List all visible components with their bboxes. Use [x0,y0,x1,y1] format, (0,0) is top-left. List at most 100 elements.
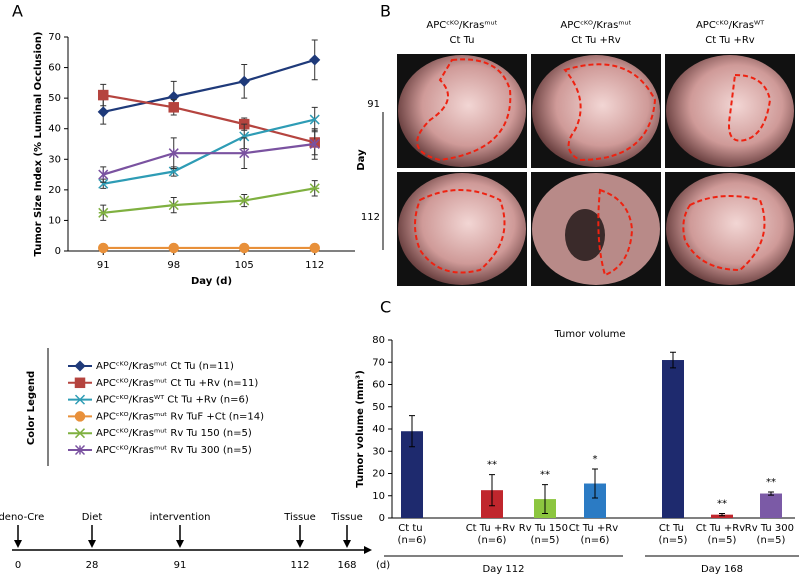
column-header: Ct Tu +Rv [705,35,755,46]
y-tick-label: 70 [48,32,61,43]
event-arrowhead [176,540,184,548]
event-day: 0 [15,560,21,571]
panel-label: B [380,2,391,21]
series-line [103,118,315,185]
row-label: 112 [361,212,380,223]
x-tick-label-line: (n=6) [478,535,507,546]
y-tick-label: 40 [372,424,385,435]
error-bar [489,474,495,507]
y-tick-label: 70 [372,357,385,368]
legend-label: APCᶜᴷᴼ/Krasᵂᵀ Ct Tu +Rv (n=6) [96,395,249,406]
image [398,55,526,167]
x-tick-label: Ct tu (n=6) [398,523,427,546]
image [398,173,526,285]
panel-label: A [12,2,23,21]
y-tick-label: 40 [48,124,61,135]
significance: ** [487,460,497,471]
group-label: Day 112 [482,564,524,575]
event-day: 168 [337,560,356,571]
legend-marker [74,444,86,456]
series-line [103,94,315,144]
bar [760,493,782,518]
legend-marker [74,377,86,389]
marker [239,195,250,206]
bar [584,483,606,518]
y-axis-label: Tumor Size Index (% Luminal Occlusion) [33,32,44,257]
x-tick-label: Rv Tu 300 (n=5) [745,523,797,546]
marker [309,242,320,254]
y-tick-label: 30 [372,446,385,457]
image [532,55,660,167]
x-axis-label: Day (d) [191,276,232,287]
event-day: 112 [290,560,309,571]
x-tick-label-line: (n=5) [708,535,737,546]
x-tick-label-line: (n=5) [757,535,786,546]
marker [98,207,109,218]
x-tick-label: 98 [167,260,180,271]
bar [711,514,733,518]
x-tick-label-line: Ct Tu +Rv [696,523,749,534]
y-tick-label: 0 [379,513,385,524]
error-bar [409,415,415,448]
marker [309,183,320,194]
lumen [565,209,605,261]
outline [728,73,772,142]
x-tick-label-line: (n=6) [581,535,610,546]
x-tick-label-line: Rv Tu 300 [745,523,797,534]
outline [563,63,657,162]
legend-label: APCᶜᴷᴼ/Krasᵐᵘᵗ Rv Tu 300 (n=5) [96,445,252,456]
x-tick-label-line: (n=6) [398,535,427,546]
row-title: Day [356,149,367,171]
marker [168,148,179,159]
row-label: 91 [367,99,380,110]
x-tick-label-line: Ct Tu +Rv [466,523,519,534]
y-tick-label: 20 [48,185,61,196]
bar [401,431,423,518]
marker [309,54,321,66]
group-label: Day 168 [701,564,743,575]
timeline-unit: (d) [376,560,390,571]
x-tick-label: Rv Tu 150 (n=5) [519,523,571,546]
event-label: Adeno-Cre [0,512,44,523]
images: 91 112 Day [356,54,795,286]
outline [416,58,512,162]
event-arrowhead [296,540,304,548]
significance: ** [540,470,550,481]
y-tick-label: 20 [372,469,385,480]
marker [239,131,250,142]
x-tick-label: 105 [235,260,254,271]
marker [238,75,250,87]
x-tick-label-line: (n=5) [659,535,688,546]
timeline-arrow [364,546,372,554]
legend-label: APCᶜᴷᴼ/Krasᵐᵘᵗ Rv Tu 150 (n=5) [96,428,252,439]
column-header: APCᶜᴷᴼ/Krasᵐᵘᵗ [426,20,497,31]
x-tick-label: Ct Tu +Rv (n=6) [466,523,519,546]
series-line [103,58,316,113]
event-day: 28 [86,560,99,571]
series-line [102,142,315,176]
marker [168,102,179,113]
x-tick-label: 112 [305,260,324,271]
marker [168,242,179,254]
panel-label: C [380,298,391,317]
event-day: 91 [174,560,187,571]
y-tick-label: 60 [48,63,61,74]
x-tick-label: 91 [97,260,110,271]
legend-box: Color Legend [26,348,49,466]
column-header: Ct Tu +Rv [571,35,621,46]
event-arrowhead [88,540,96,548]
marker [168,200,179,211]
column-header: APCᶜᴷᴼ/Krasᵐᵘᵗ [560,20,631,31]
legend-title: Color Legend [26,371,37,445]
legend-marker [74,428,86,439]
marker [98,178,109,189]
legend-marker [74,360,86,372]
x-tick-label-line: Ct Tu [659,523,687,534]
y-tick-label: 10 [48,215,61,226]
marker [238,242,250,254]
x-tick-label: Ct Tu (n=5) [659,523,688,546]
outline [597,188,634,277]
legend-marker [74,394,86,405]
y-tick-label: 0 [55,246,61,257]
